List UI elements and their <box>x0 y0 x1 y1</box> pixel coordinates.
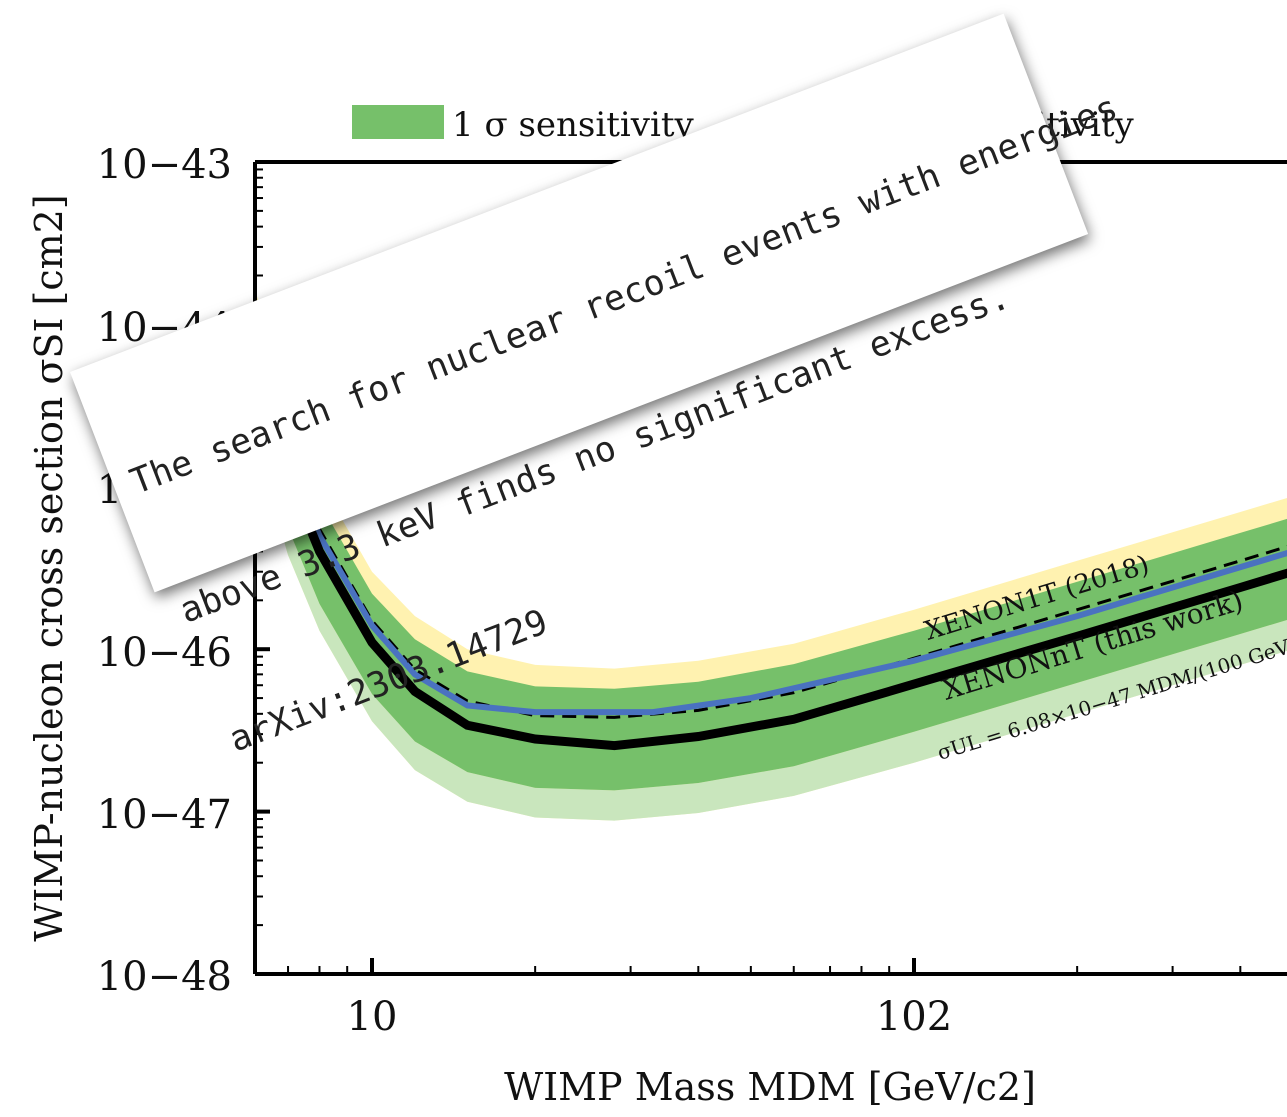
xenon1t-line <box>255 348 1287 716</box>
y-tick-label-5: 10−47 <box>97 792 232 838</box>
legend-label-one-sigma: 1 σ sensitivity <box>452 105 695 145</box>
legend-swatch-one-sigma <box>352 105 444 139</box>
y-tick-label-4: 10−46 <box>97 630 232 676</box>
x-tick-label-10: 10 <box>347 994 398 1040</box>
x-axis-label: WIMP Mass MDM [GeV/c2] <box>504 1065 1036 1109</box>
x-tick-labels: 10 102 <box>347 994 953 1040</box>
y-tick-label-1: 10−43 <box>97 142 232 188</box>
sensitivity-bands <box>255 291 1287 821</box>
x-tick-label-100: 102 <box>876 994 952 1040</box>
limit-lines <box>255 339 1287 751</box>
y-axis-label: WIMP-nucleon cross section σSI [cm2] <box>27 194 71 941</box>
xenonnt-limit-line <box>255 359 1287 751</box>
one-sigma-band-lower-shade <box>255 414 1287 821</box>
median-sensitivity-line <box>255 339 1287 719</box>
one-sigma-band <box>255 314 1287 791</box>
y-tick-label-6: 10−48 <box>97 954 232 1000</box>
